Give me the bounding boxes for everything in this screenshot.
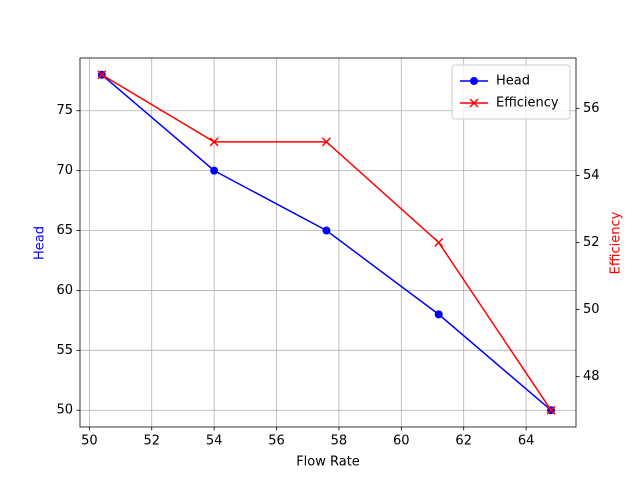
legend: Head Efficiency [451, 64, 571, 120]
x-tick-label: 54 [206, 434, 223, 449]
marker [322, 226, 331, 235]
x-tick-label: 52 [143, 434, 160, 449]
marker [97, 70, 107, 80]
y-tick-label: 65 [56, 223, 73, 238]
y-tick-label: 60 [56, 283, 73, 298]
y-tick-label: 75 [56, 103, 73, 118]
x-tick-label: 56 [268, 434, 285, 449]
y2-axis-label: Efficiency [609, 211, 624, 274]
y2-tick-label: 50 [583, 302, 600, 317]
marker [469, 98, 479, 108]
marker [434, 237, 444, 248]
x-tick-label: 60 [393, 434, 410, 449]
x-tick-label: 50 [81, 434, 98, 449]
series-line [101, 74, 552, 411]
x-tick-label: 62 [455, 434, 472, 449]
x-tick-label: 64 [518, 434, 535, 449]
marker [210, 166, 219, 175]
legend-label: Efficiency [496, 96, 559, 111]
marker [546, 405, 556, 415]
legend-label: Head [496, 74, 530, 89]
y2-tick-label: 48 [583, 369, 600, 384]
plot-frame [79, 57, 577, 428]
y2-tick-label: 52 [583, 235, 600, 250]
y-tick-label: 50 [56, 403, 73, 418]
x-tick-label: 58 [331, 434, 348, 449]
y-tick-label: 55 [56, 343, 73, 358]
x-axis-label: Flow Rate [296, 455, 360, 470]
y-axis-label: Head [33, 226, 48, 260]
y2-tick-label: 56 [583, 101, 600, 116]
legend-box [451, 64, 571, 120]
marker [434, 310, 443, 319]
marker [321, 137, 331, 147]
series-line [101, 74, 552, 411]
marker [470, 77, 478, 85]
marker [209, 137, 219, 147]
y-tick-label: 70 [56, 163, 73, 178]
y2-tick-label: 54 [583, 168, 600, 183]
